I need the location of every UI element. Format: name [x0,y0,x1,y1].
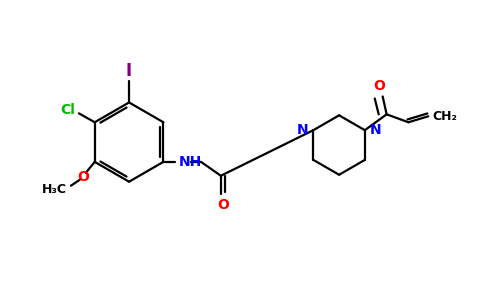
Text: O: O [373,79,385,92]
Text: H₃C: H₃C [42,183,67,196]
Text: O: O [217,198,229,212]
Text: CH₂: CH₂ [432,110,457,123]
Text: I: I [126,62,132,80]
Text: Cl: Cl [60,103,75,117]
Text: NH: NH [179,155,202,169]
Text: O: O [77,170,89,184]
Text: N: N [370,123,381,137]
Text: N: N [297,123,308,137]
